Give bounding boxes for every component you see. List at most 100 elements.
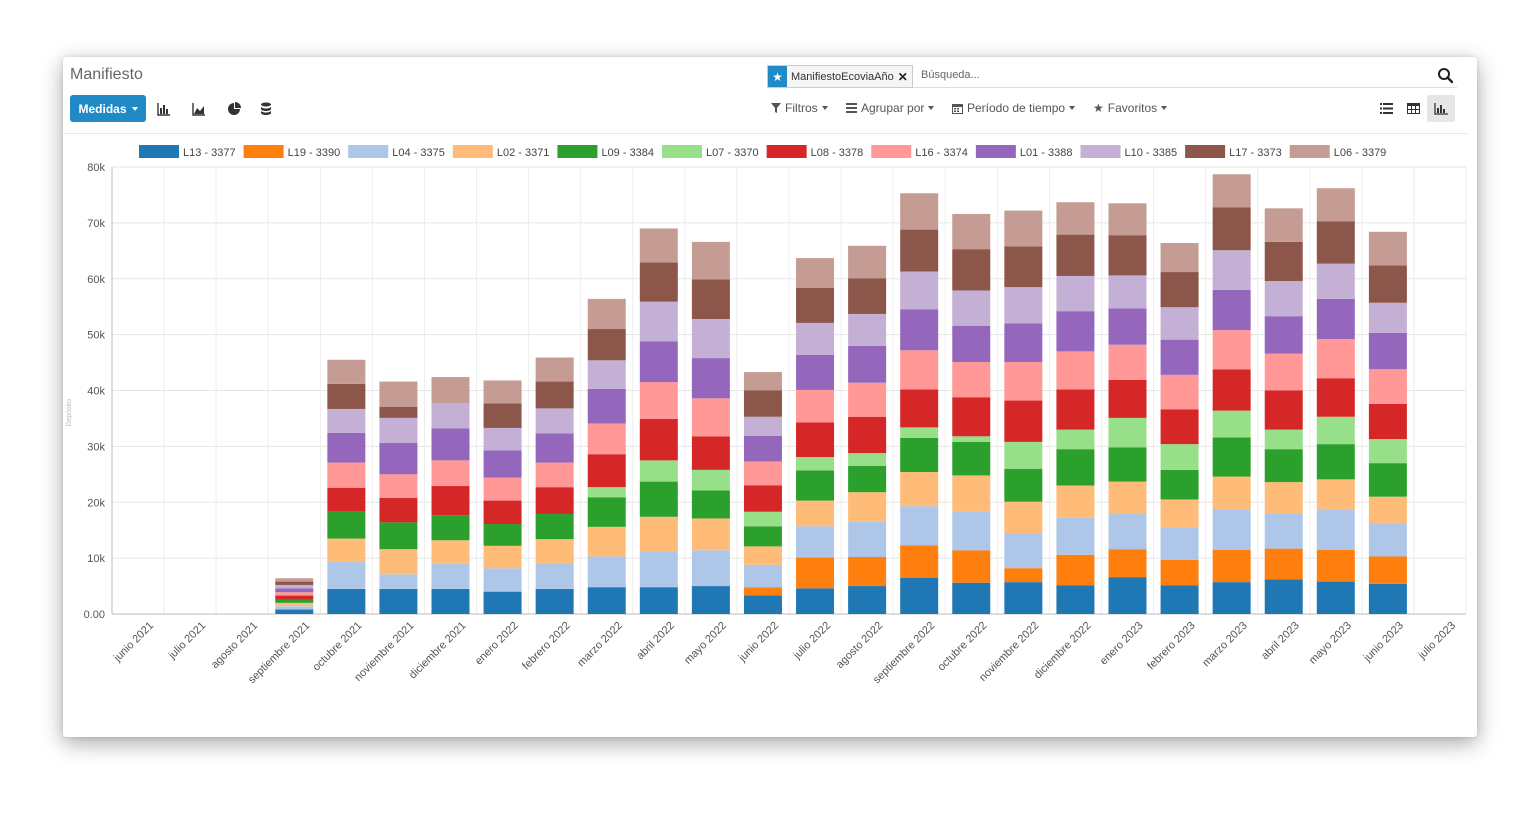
bar-segment xyxy=(1108,577,1147,614)
search-icon[interactable] xyxy=(1435,65,1457,87)
bar-segment xyxy=(1160,585,1199,614)
bar-segment xyxy=(952,325,991,363)
page-title: Manifiesto xyxy=(70,66,143,83)
bar-segment xyxy=(587,454,626,488)
legend-swatch xyxy=(766,145,807,158)
x-tick-label: abril 2022 xyxy=(634,620,677,663)
remove-facet-icon[interactable]: ✕ xyxy=(897,69,908,84)
graph-view-button[interactable] xyxy=(1427,95,1455,122)
favorites-menu[interactable]: ★ Favoritos xyxy=(1093,100,1168,116)
bar-segment xyxy=(691,398,730,437)
toolbar-divider xyxy=(63,133,1467,134)
calendar-icon xyxy=(952,103,963,114)
bar-segment xyxy=(796,322,835,355)
bar-segment xyxy=(1316,444,1355,480)
x-tick-label: agosto 2022 xyxy=(834,620,885,671)
measures-button[interactable]: Medidas xyxy=(70,95,146,122)
bar-segment xyxy=(587,497,626,527)
bar-segment xyxy=(639,228,678,263)
bar-segment xyxy=(848,345,887,383)
bar-segment xyxy=(379,522,418,550)
search-input[interactable] xyxy=(921,66,1401,84)
bar-segment xyxy=(691,318,730,359)
chevron-down-icon xyxy=(1069,106,1076,110)
bar-segment xyxy=(900,309,939,351)
bar-segment xyxy=(1368,302,1407,333)
bar-segment xyxy=(1056,485,1095,518)
database-icon[interactable] xyxy=(258,101,274,117)
bar-segment xyxy=(1004,287,1043,324)
bar-segment xyxy=(1056,275,1095,312)
bar-segment xyxy=(848,278,887,314)
bar-segment xyxy=(691,241,730,280)
chevron-down-icon xyxy=(928,106,935,110)
bar-segment xyxy=(952,249,991,291)
bar-segment xyxy=(587,388,626,424)
bar-segment xyxy=(743,461,782,486)
bar-segment xyxy=(952,362,991,398)
bar-segment xyxy=(1056,449,1095,486)
bar-segment xyxy=(379,497,418,523)
bar-segment xyxy=(587,556,626,588)
pivot-view-button[interactable] xyxy=(1399,95,1427,122)
bar-segment xyxy=(327,408,366,433)
legend-label: L16 - 3374 xyxy=(915,147,968,159)
bar-segment xyxy=(900,506,939,546)
bar-segment xyxy=(900,389,939,428)
bar-segment xyxy=(743,416,782,436)
bar-segment xyxy=(1004,246,1043,288)
y-tick-label: 70k xyxy=(87,218,105,230)
bar-segment xyxy=(639,460,678,482)
bar-segment xyxy=(1264,482,1303,514)
legend-label: L13 - 3377 xyxy=(183,147,236,159)
bar-segment xyxy=(743,435,782,462)
bar-segment xyxy=(1004,400,1043,442)
time-period-menu[interactable]: Período de tiempo xyxy=(952,100,1076,116)
bar-segment xyxy=(275,584,314,589)
bar-segment xyxy=(1004,323,1043,363)
bar-segment xyxy=(848,453,887,466)
group-by-menu[interactable]: Agrupar por xyxy=(846,100,935,116)
bar-segment xyxy=(952,550,991,583)
bar-segment xyxy=(1004,568,1043,583)
bar-segment xyxy=(1316,581,1355,614)
bar-segment xyxy=(535,588,574,614)
bar-segment xyxy=(1108,549,1147,578)
search-bar: ★ ManifiestoEcoviaAño ✕ xyxy=(767,65,1457,88)
bar-segment xyxy=(1108,308,1147,345)
bar-segment xyxy=(1108,417,1147,448)
bar-segment xyxy=(1108,447,1147,482)
bar-segment xyxy=(796,557,835,589)
bar-segment xyxy=(952,511,991,551)
bar-segment xyxy=(796,588,835,614)
bar-segment xyxy=(952,582,991,614)
bar-segment xyxy=(1264,208,1303,242)
bar-segment xyxy=(379,381,418,407)
bar-segment xyxy=(327,432,366,463)
bar-segment xyxy=(379,417,418,444)
bar-segment xyxy=(1160,499,1199,528)
bar-chart-icon[interactable] xyxy=(156,101,172,117)
bar-segment xyxy=(1212,207,1251,251)
list-view-icon xyxy=(1379,103,1393,114)
search-facet-label: ManifiestoEcoviaAño xyxy=(791,70,894,83)
x-tick-label: junio 2022 xyxy=(736,620,781,665)
bar-segment xyxy=(535,539,574,564)
bar-segment xyxy=(639,341,678,383)
bar-segment xyxy=(796,526,835,558)
legend-swatch xyxy=(871,145,912,158)
bar-segment xyxy=(1368,369,1407,404)
bar-segment xyxy=(1108,203,1147,236)
bar-segment xyxy=(1264,241,1303,281)
area-chart-icon[interactable] xyxy=(191,101,207,117)
bar-segment xyxy=(1316,221,1355,264)
x-tick-label: julio 2021 xyxy=(166,620,208,662)
filters-menu[interactable]: Filtros xyxy=(771,100,828,116)
bar-segment xyxy=(1264,548,1303,580)
list-view-button[interactable] xyxy=(1372,95,1400,122)
bar-segment xyxy=(483,545,522,569)
pie-chart-icon[interactable] xyxy=(226,101,242,117)
bar-segment xyxy=(1316,509,1355,550)
x-tick-label: marzo 2023 xyxy=(1200,620,1250,670)
bar-segment xyxy=(1004,532,1043,569)
